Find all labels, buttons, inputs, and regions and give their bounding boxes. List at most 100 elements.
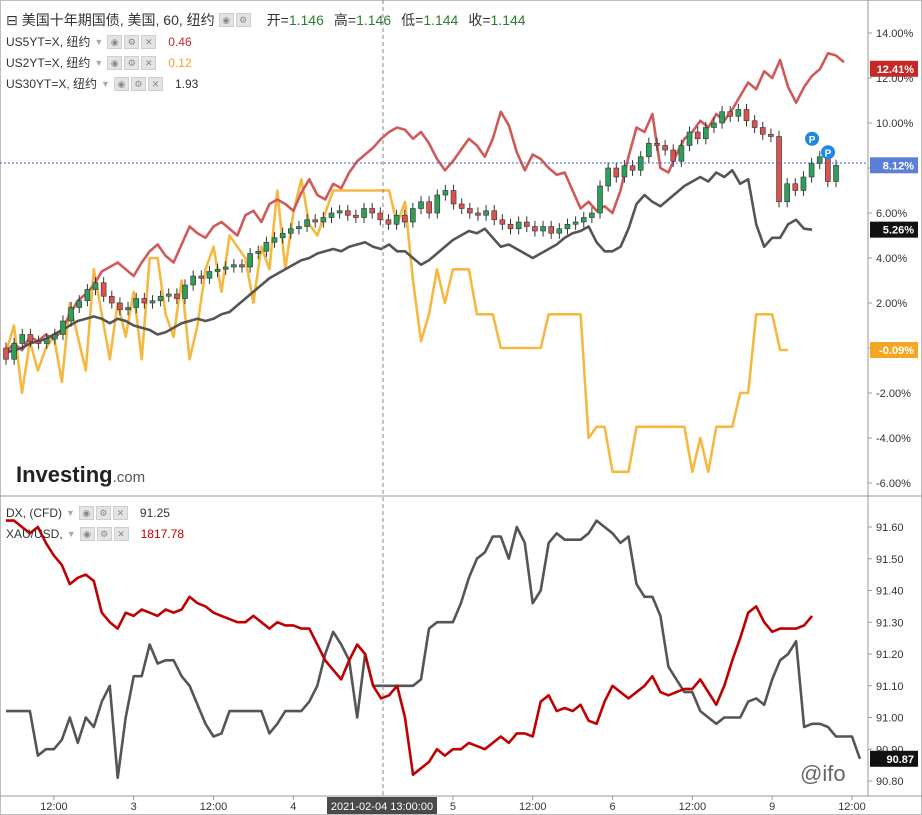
- candle-body: [483, 210, 489, 216]
- candle-body: [92, 282, 99, 290]
- candle-body: [174, 293, 180, 299]
- x-tick-label: 12:00: [519, 801, 547, 813]
- overlay-legend-us5y[interactable]: US5YT=X, 纽约 ▼ ◉ ⚙ ✕ 0.46: [6, 33, 192, 50]
- candle-body: [426, 201, 432, 214]
- x-tick-label: 3: [131, 801, 137, 813]
- candle-body: [800, 176, 807, 191]
- gear-icon[interactable]: ⚙: [124, 55, 140, 70]
- candle-body: [393, 214, 400, 225]
- candle-body: [491, 210, 498, 221]
- candle-body: [816, 156, 823, 164]
- candle-body: [271, 237, 278, 243]
- candle-body: [523, 221, 530, 227]
- y-tick-label: 4.00%: [876, 253, 907, 265]
- candle-body: [141, 298, 148, 304]
- eye-icon[interactable]: ◉: [113, 76, 129, 91]
- marker-p-label: P: [809, 135, 816, 146]
- candle-body: [35, 340, 42, 344]
- close-icon[interactable]: ✕: [141, 55, 157, 70]
- x-tick-label: 4: [290, 801, 296, 813]
- eye-icon[interactable]: ◉: [79, 527, 95, 541]
- candle-body: [336, 210, 343, 214]
- candle-body: [328, 212, 335, 218]
- high-value: 高=1.146: [333, 12, 392, 28]
- candle-body: [580, 217, 587, 223]
- last-value-label: -0.09%: [879, 345, 914, 357]
- gear-icon[interactable]: ⚙: [124, 34, 140, 49]
- overlay-value: 91.25: [139, 506, 170, 520]
- candle-body: [540, 226, 546, 232]
- y-tick-label: 6.00%: [876, 208, 907, 220]
- candle-body: [84, 289, 91, 302]
- candle-body: [597, 185, 603, 214]
- candle-body: [751, 120, 758, 128]
- candle-body: [759, 127, 766, 135]
- candle-body: [344, 210, 351, 216]
- x-tick-label: 9: [769, 801, 775, 813]
- close-icon[interactable]: ✕: [141, 34, 157, 49]
- candle-body: [418, 201, 424, 209]
- candle-body: [621, 165, 628, 178]
- candle-body: [833, 165, 839, 182]
- overlay-label: XAU/USD,: [6, 527, 63, 541]
- overlay-label: DX, (CFD): [6, 506, 62, 520]
- lower-legend-xau[interactable]: XAU/USD, ▼ ◉ ⚙ ✕ 1817.78: [6, 527, 184, 541]
- y-tick-label: 91.60: [876, 522, 904, 534]
- candle-body: [182, 284, 188, 299]
- overlay-legend-us2y[interactable]: US2YT=X, 纽约 ▼ ◉ ⚙ ✕ 0.12: [6, 54, 192, 71]
- eye-icon[interactable]: ◉: [218, 13, 234, 27]
- overlay-legend-us30y[interactable]: US30YT=X, 纽约 ▼ ◉ ⚙ ✕ 1.93: [6, 75, 198, 92]
- candle-body: [231, 264, 237, 268]
- candle-body: [719, 111, 725, 124]
- gear-icon[interactable]: ⚙: [96, 527, 112, 541]
- candle-body: [808, 163, 815, 178]
- candle-body: [190, 275, 196, 286]
- y-tick-label: 91.50: [876, 554, 904, 566]
- lower-legend-dx[interactable]: DX, (CFD) ▼ ◉ ⚙ ✕ 91.25: [6, 506, 170, 520]
- upper-pane[interactable]: PP: [3, 51, 845, 474]
- x-tick-label: 5: [450, 801, 456, 813]
- chevron-down-icon[interactable]: ▼: [94, 36, 104, 47]
- candle-body: [198, 275, 205, 279]
- watermark-logo: @ifo: [800, 761, 846, 786]
- x-tick-label: 12:00: [200, 801, 228, 813]
- gear-icon[interactable]: ⚙: [235, 13, 251, 27]
- candle-body: [507, 223, 514, 230]
- marker-p-icon: [805, 131, 820, 146]
- candle-body: [385, 219, 392, 225]
- candle-body: [434, 194, 441, 214]
- chevron-down-icon[interactable]: ▼: [66, 529, 76, 539]
- series-line-xau: [6, 519, 814, 777]
- collapse-toggle-icon[interactable]: ⊟: [6, 11, 18, 28]
- last-value-badge: [870, 342, 918, 359]
- eye-icon[interactable]: ◉: [107, 55, 123, 70]
- gear-icon[interactable]: ⚙: [130, 76, 146, 91]
- close-icon[interactable]: ✕: [112, 506, 128, 520]
- gear-icon[interactable]: ⚙: [95, 506, 111, 520]
- candle-body: [60, 320, 66, 335]
- lower-pane[interactable]: [6, 519, 862, 780]
- chevron-down-icon[interactable]: ▼: [94, 57, 104, 68]
- candle-body: [678, 145, 685, 162]
- candle-body: [662, 145, 668, 151]
- candle-body: [165, 293, 172, 297]
- candle-body: [532, 226, 538, 232]
- chevron-down-icon[interactable]: ▼: [66, 508, 75, 518]
- last-value-label: 90.87: [886, 754, 914, 766]
- eye-icon[interactable]: ◉: [78, 506, 94, 520]
- candle-body: [613, 167, 620, 178]
- last-value-label: 8.12%: [883, 160, 914, 172]
- candle-body: [401, 214, 408, 223]
- candle-body: [450, 190, 457, 205]
- close-icon[interactable]: ✕: [147, 76, 163, 91]
- chevron-down-icon[interactable]: ▼: [101, 78, 110, 89]
- candle-body: [703, 127, 709, 140]
- y-tick-label: -4.00%: [876, 433, 911, 445]
- y-tick-label: 10.00%: [876, 118, 914, 130]
- candle-body: [157, 295, 164, 302]
- eye-icon[interactable]: ◉: [107, 34, 123, 49]
- candle-body: [654, 142, 660, 146]
- last-value-badge: [870, 221, 918, 238]
- low-value: 低=1.144: [401, 12, 459, 28]
- close-icon[interactable]: ✕: [113, 527, 129, 541]
